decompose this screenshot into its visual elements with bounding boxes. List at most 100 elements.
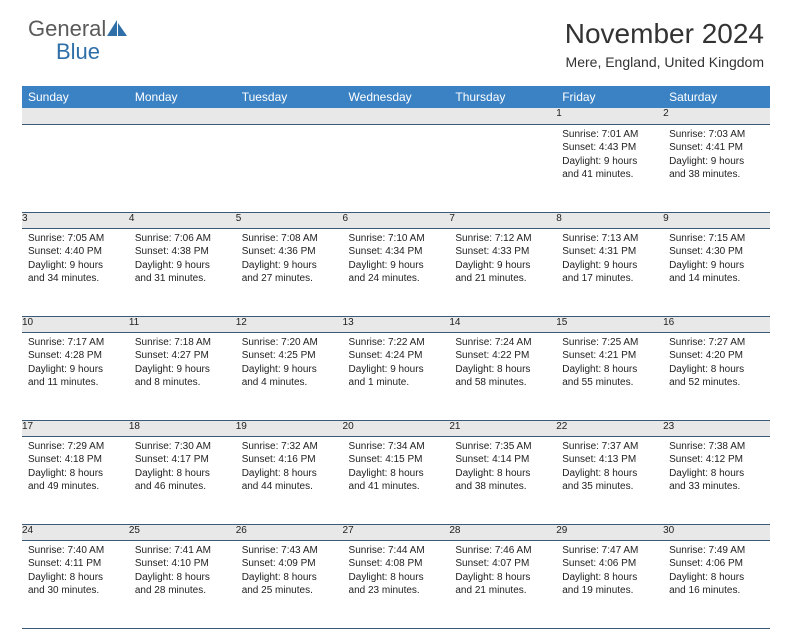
sunrise-text: Sunrise: 7:38 AM bbox=[669, 440, 764, 454]
day-number-row: 10111213141516 bbox=[22, 316, 770, 332]
daylight-text-1: Daylight: 8 hours bbox=[242, 571, 337, 585]
day-number-cell bbox=[22, 108, 129, 124]
day-number-cell: 21 bbox=[449, 420, 556, 436]
daylight-text-2: and 34 minutes. bbox=[28, 272, 123, 286]
day-number-cell: 10 bbox=[22, 316, 129, 332]
day-cell: Sunrise: 7:15 AMSunset: 4:30 PMDaylight:… bbox=[663, 228, 770, 316]
day-number-cell: 17 bbox=[22, 420, 129, 436]
day-number-cell: 19 bbox=[236, 420, 343, 436]
day-cell-body: Sunrise: 7:15 AMSunset: 4:30 PMDaylight:… bbox=[663, 229, 770, 290]
daylight-text-2: and 11 minutes. bbox=[28, 376, 123, 390]
daylight-text-1: Daylight: 9 hours bbox=[242, 259, 337, 273]
day-cell: Sunrise: 7:17 AMSunset: 4:28 PMDaylight:… bbox=[22, 332, 129, 420]
day-number-cell: 29 bbox=[556, 524, 663, 540]
daylight-text-2: and 21 minutes. bbox=[455, 584, 550, 598]
daylight-text-2: and 46 minutes. bbox=[135, 480, 230, 494]
day-cell: Sunrise: 7:03 AMSunset: 4:41 PMDaylight:… bbox=[663, 124, 770, 212]
day-number-row: 24252627282930 bbox=[22, 524, 770, 540]
daylight-text-2: and 52 minutes. bbox=[669, 376, 764, 390]
day-cell: Sunrise: 7:08 AMSunset: 4:36 PMDaylight:… bbox=[236, 228, 343, 316]
sunset-text: Sunset: 4:30 PM bbox=[669, 245, 764, 259]
daylight-text-1: Daylight: 8 hours bbox=[28, 571, 123, 585]
sunset-text: Sunset: 4:14 PM bbox=[455, 453, 550, 467]
sunrise-text: Sunrise: 7:22 AM bbox=[349, 336, 444, 350]
day-cell: Sunrise: 7:18 AMSunset: 4:27 PMDaylight:… bbox=[129, 332, 236, 420]
day-cell-body: Sunrise: 7:08 AMSunset: 4:36 PMDaylight:… bbox=[236, 229, 343, 290]
sunset-text: Sunset: 4:22 PM bbox=[455, 349, 550, 363]
daylight-text-2: and 35 minutes. bbox=[562, 480, 657, 494]
daylight-text-1: Daylight: 9 hours bbox=[669, 155, 764, 169]
day-number-cell: 25 bbox=[129, 524, 236, 540]
day-cell-body: Sunrise: 7:06 AMSunset: 4:38 PMDaylight:… bbox=[129, 229, 236, 290]
day-cell-body: Sunrise: 7:43 AMSunset: 4:09 PMDaylight:… bbox=[236, 541, 343, 602]
day-number-cell: 4 bbox=[129, 212, 236, 228]
daylight-text-2: and 49 minutes. bbox=[28, 480, 123, 494]
sunrise-text: Sunrise: 7:27 AM bbox=[669, 336, 764, 350]
weekday-header: Sunday bbox=[22, 86, 129, 108]
month-title: November 2024 bbox=[565, 18, 764, 50]
sunrise-text: Sunrise: 7:41 AM bbox=[135, 544, 230, 558]
daylight-text-2: and 21 minutes. bbox=[455, 272, 550, 286]
sunrise-text: Sunrise: 7:29 AM bbox=[28, 440, 123, 454]
sunrise-text: Sunrise: 7:47 AM bbox=[562, 544, 657, 558]
sunrise-text: Sunrise: 7:24 AM bbox=[455, 336, 550, 350]
day-number-cell: 1 bbox=[556, 108, 663, 124]
daylight-text-1: Daylight: 8 hours bbox=[455, 363, 550, 377]
day-cell-body: Sunrise: 7:13 AMSunset: 4:31 PMDaylight:… bbox=[556, 229, 663, 290]
day-number-cell: 22 bbox=[556, 420, 663, 436]
daylight-text-2: and 19 minutes. bbox=[562, 584, 657, 598]
day-cell-body: Sunrise: 7:41 AMSunset: 4:10 PMDaylight:… bbox=[129, 541, 236, 602]
day-cell: Sunrise: 7:32 AMSunset: 4:16 PMDaylight:… bbox=[236, 436, 343, 524]
sunset-text: Sunset: 4:31 PM bbox=[562, 245, 657, 259]
sunset-text: Sunset: 4:33 PM bbox=[455, 245, 550, 259]
daylight-text-2: and 4 minutes. bbox=[242, 376, 337, 390]
day-cell-body: Sunrise: 7:46 AMSunset: 4:07 PMDaylight:… bbox=[449, 541, 556, 602]
daylight-text-1: Daylight: 9 hours bbox=[349, 259, 444, 273]
sunrise-text: Sunrise: 7:37 AM bbox=[562, 440, 657, 454]
day-cell: Sunrise: 7:20 AMSunset: 4:25 PMDaylight:… bbox=[236, 332, 343, 420]
daylight-text-1: Daylight: 9 hours bbox=[135, 259, 230, 273]
day-cell: Sunrise: 7:44 AMSunset: 4:08 PMDaylight:… bbox=[343, 540, 450, 628]
sunrise-text: Sunrise: 7:49 AM bbox=[669, 544, 764, 558]
weekday-header: Saturday bbox=[663, 86, 770, 108]
day-number-cell: 16 bbox=[663, 316, 770, 332]
day-body-row: Sunrise: 7:40 AMSunset: 4:11 PMDaylight:… bbox=[22, 540, 770, 628]
day-cell-body: Sunrise: 7:32 AMSunset: 4:16 PMDaylight:… bbox=[236, 437, 343, 498]
sunrise-text: Sunrise: 7:25 AM bbox=[562, 336, 657, 350]
day-cell-body: Sunrise: 7:24 AMSunset: 4:22 PMDaylight:… bbox=[449, 333, 556, 394]
daylight-text-1: Daylight: 8 hours bbox=[349, 467, 444, 481]
day-cell-body: Sunrise: 7:20 AMSunset: 4:25 PMDaylight:… bbox=[236, 333, 343, 394]
daylight-text-1: Daylight: 8 hours bbox=[349, 571, 444, 585]
sunrise-text: Sunrise: 7:35 AM bbox=[455, 440, 550, 454]
sunset-text: Sunset: 4:09 PM bbox=[242, 557, 337, 571]
day-cell: Sunrise: 7:01 AMSunset: 4:43 PMDaylight:… bbox=[556, 124, 663, 212]
location-text: Mere, England, United Kingdom bbox=[565, 54, 764, 70]
day-cell: Sunrise: 7:22 AMSunset: 4:24 PMDaylight:… bbox=[343, 332, 450, 420]
daylight-text-2: and 14 minutes. bbox=[669, 272, 764, 286]
day-number-cell: 5 bbox=[236, 212, 343, 228]
day-body-row: Sunrise: 7:17 AMSunset: 4:28 PMDaylight:… bbox=[22, 332, 770, 420]
sunrise-text: Sunrise: 7:01 AM bbox=[562, 128, 657, 142]
daylight-text-1: Daylight: 9 hours bbox=[135, 363, 230, 377]
day-number-cell: 12 bbox=[236, 316, 343, 332]
day-cell-body: Sunrise: 7:38 AMSunset: 4:12 PMDaylight:… bbox=[663, 437, 770, 498]
sunset-text: Sunset: 4:15 PM bbox=[349, 453, 444, 467]
day-cell-body: Sunrise: 7:44 AMSunset: 4:08 PMDaylight:… bbox=[343, 541, 450, 602]
daylight-text-1: Daylight: 8 hours bbox=[669, 571, 764, 585]
day-number-cell: 9 bbox=[663, 212, 770, 228]
day-cell: Sunrise: 7:30 AMSunset: 4:17 PMDaylight:… bbox=[129, 436, 236, 524]
sunrise-text: Sunrise: 7:30 AM bbox=[135, 440, 230, 454]
day-number-cell bbox=[129, 108, 236, 124]
daylight-text-1: Daylight: 9 hours bbox=[28, 363, 123, 377]
day-cell-body: Sunrise: 7:03 AMSunset: 4:41 PMDaylight:… bbox=[663, 125, 770, 186]
daylight-text-2: and 55 minutes. bbox=[562, 376, 657, 390]
day-cell-body: Sunrise: 7:22 AMSunset: 4:24 PMDaylight:… bbox=[343, 333, 450, 394]
daylight-text-2: and 41 minutes. bbox=[349, 480, 444, 494]
day-number-cell: 13 bbox=[343, 316, 450, 332]
sunrise-text: Sunrise: 7:32 AM bbox=[242, 440, 337, 454]
daylight-text-1: Daylight: 9 hours bbox=[562, 259, 657, 273]
sunset-text: Sunset: 4:21 PM bbox=[562, 349, 657, 363]
day-cell: Sunrise: 7:24 AMSunset: 4:22 PMDaylight:… bbox=[449, 332, 556, 420]
day-number-cell: 18 bbox=[129, 420, 236, 436]
day-number-cell: 30 bbox=[663, 524, 770, 540]
